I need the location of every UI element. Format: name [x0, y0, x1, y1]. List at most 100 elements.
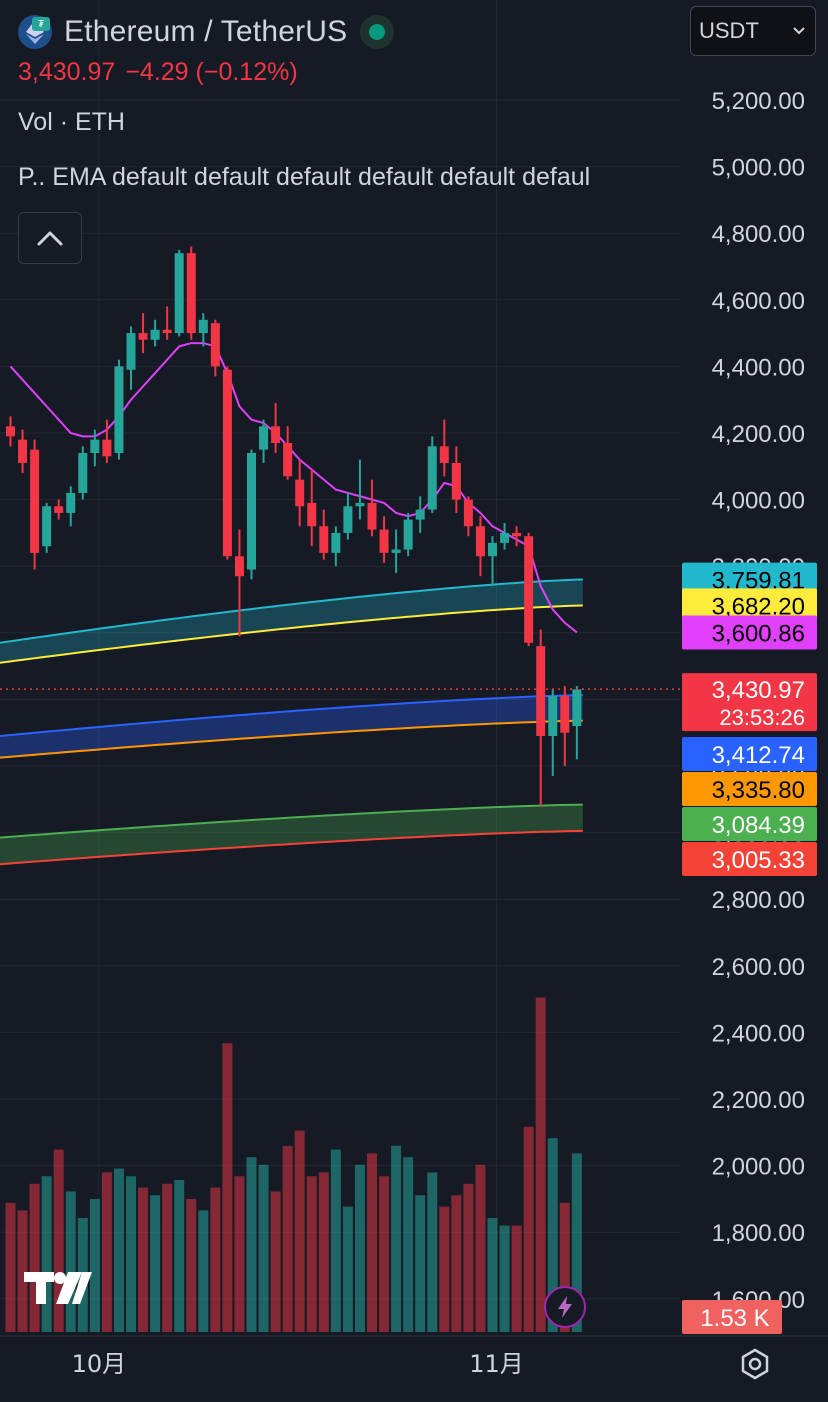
- volume-bar: [234, 1176, 245, 1332]
- volume-bar: [138, 1187, 149, 1332]
- candle-body: [6, 426, 15, 437]
- alert-button[interactable]: [544, 1286, 586, 1328]
- ema-price-tag-bg: [682, 615, 817, 650]
- ethereum-coin-icon: ₮: [18, 15, 52, 49]
- candle-body: [66, 492, 76, 513]
- ema-band-fill: [0, 579, 583, 663]
- candle-body: [427, 446, 437, 510]
- ema-price-tag-bg: [682, 772, 817, 806]
- volume-tag: 1.53 K: [700, 1305, 769, 1332]
- volume-bar: [499, 1225, 510, 1332]
- time-axis-label: 10月: [72, 1350, 127, 1378]
- volume-bar: [379, 1176, 390, 1332]
- candle-body: [343, 506, 353, 533]
- candle-body: [475, 526, 485, 557]
- volume-bar: [463, 1183, 474, 1332]
- ema-line: [0, 803, 583, 839]
- candle-body: [355, 502, 365, 507]
- volume-bar: [294, 1130, 305, 1332]
- volume-bar: [415, 1195, 426, 1332]
- candle-body: [367, 502, 377, 530]
- candle-body: [403, 519, 413, 550]
- ema-band-fill: [0, 695, 583, 758]
- ema-band-fill: [0, 804, 583, 865]
- candle-body: [331, 532, 341, 553]
- price-axis-label: 2,000.00: [712, 1154, 805, 1181]
- candle-body: [307, 502, 317, 527]
- candle-body: [536, 646, 546, 737]
- volume-bar: [17, 1210, 28, 1332]
- ema-price-tag-bg: [682, 562, 817, 597]
- chart-legend: ₮ Ethereum / TetherUS 3,430.97 −4.29 (−0.…: [18, 10, 678, 192]
- price-axis-label: 2,600.00: [712, 954, 805, 981]
- price-axis-label: 2,800.00: [712, 887, 805, 914]
- candle-body: [30, 449, 40, 553]
- volume-bar: [354, 1164, 365, 1332]
- candle-body: [415, 509, 425, 520]
- candle-body: [102, 439, 112, 457]
- candle-body: [500, 532, 510, 543]
- currency-selector[interactable]: USDT: [690, 6, 816, 56]
- tradingview-logo-icon[interactable]: [22, 1268, 94, 1308]
- last-price: 3,430.97: [18, 58, 116, 86]
- volume-bar: [306, 1176, 317, 1332]
- volume-bar: [246, 1157, 257, 1332]
- price-change: −4.29 (−0.12%): [125, 58, 298, 86]
- ema-price-tag-bg: [682, 807, 817, 841]
- volume-bar: [258, 1164, 269, 1332]
- lightning-icon: [558, 1296, 572, 1318]
- collapse-legend-button[interactable]: [18, 212, 82, 264]
- volume-bar: [487, 1218, 498, 1332]
- price-axis-label: 2,200.00: [712, 1087, 805, 1114]
- time-axis-label: 11月: [469, 1350, 524, 1378]
- volume-bar: [403, 1157, 414, 1332]
- volume-bar: [342, 1206, 353, 1332]
- volume-bar: [174, 1180, 185, 1332]
- chevron-up-icon: [37, 231, 63, 246]
- volume-bar: [391, 1145, 402, 1332]
- currency-label: USDT: [699, 18, 759, 43]
- volume-bar: [330, 1149, 341, 1332]
- ema-fast-line: [9, 342, 578, 634]
- volume-bar: [270, 1191, 281, 1332]
- settings-button[interactable]: [737, 1346, 773, 1382]
- volume-bar: [186, 1199, 197, 1332]
- price-axis-label: 4,000.00: [712, 488, 805, 515]
- candle-body: [162, 329, 172, 334]
- candle-body: [463, 499, 473, 527]
- candle-body: [560, 696, 570, 733]
- ema-line: [0, 604, 583, 664]
- candle-body: [54, 506, 64, 513]
- volume-bar: [65, 1191, 76, 1332]
- ema-price-tag: 3,084.39: [712, 812, 805, 839]
- price-axis-label: 5,200.00: [712, 88, 805, 115]
- candle-body: [391, 549, 401, 553]
- symbol-row[interactable]: ₮ Ethereum / TetherUS: [18, 10, 678, 54]
- volume-bar: [511, 1225, 522, 1332]
- volume-legend[interactable]: Vol · ETH: [18, 108, 125, 136]
- candle-body: [234, 556, 244, 577]
- volume-bar: [427, 1172, 438, 1332]
- chevron-down-icon: [793, 27, 805, 35]
- volume-bar: [318, 1172, 329, 1332]
- ema-price-tag-bg: [682, 737, 817, 771]
- volume-bar: [53, 1149, 64, 1332]
- ema-price-tag-bg: [682, 842, 817, 876]
- candle-body: [186, 253, 196, 334]
- volume-bar: [439, 1206, 450, 1332]
- ema-legend[interactable]: P.. EMA default default default default …: [18, 163, 591, 191]
- ema-line: [0, 719, 583, 759]
- candle-body: [150, 329, 160, 340]
- price-change-row: 3,430.97 −4.29 (−0.12%): [18, 58, 678, 92]
- volume-bar: [367, 1153, 377, 1332]
- volume-bar: [282, 1145, 293, 1332]
- candle-body: [319, 526, 329, 553]
- ema-price-tag: 3,005.33: [712, 847, 805, 874]
- volume-bar: [547, 1138, 558, 1332]
- ema-price-tag: 3,335.80: [712, 777, 805, 804]
- candle-body: [222, 369, 232, 557]
- market-status-icon[interactable]: [369, 24, 386, 40]
- candle-body: [198, 319, 208, 334]
- candle-body: [138, 333, 148, 340]
